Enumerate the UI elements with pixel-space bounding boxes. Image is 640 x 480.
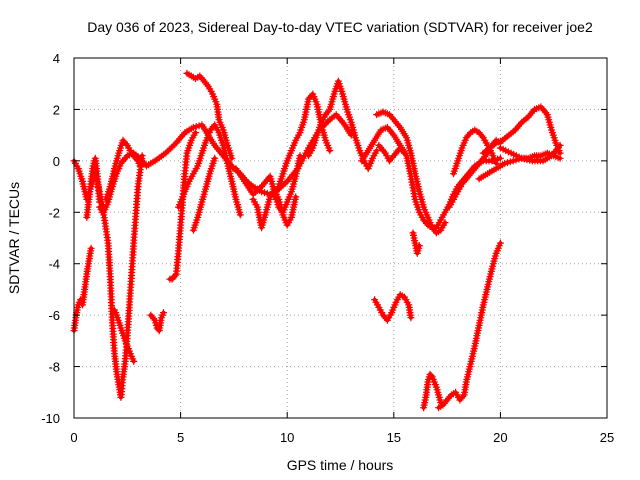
data-point-marker bbox=[150, 315, 158, 323]
series-arc-08 bbox=[166, 129, 199, 283]
data-series-group bbox=[70, 69, 564, 412]
series-arc-15 bbox=[305, 77, 381, 173]
series-line bbox=[436, 241, 503, 410]
series-arc-21 bbox=[420, 370, 445, 412]
data-point-marker bbox=[160, 309, 167, 317]
data-point-marker bbox=[399, 147, 407, 155]
data-point-marker bbox=[136, 162, 144, 170]
grid bbox=[74, 58, 607, 418]
data-point-marker bbox=[465, 130, 473, 138]
y-tick-label: -6 bbox=[48, 308, 60, 323]
data-point-marker bbox=[133, 156, 141, 164]
x-tick-label: 5 bbox=[177, 430, 184, 445]
data-point-marker bbox=[496, 239, 504, 247]
data-point-marker bbox=[496, 154, 504, 162]
data-point-marker bbox=[324, 107, 332, 115]
data-point-marker bbox=[459, 393, 467, 401]
y-tick-label: 2 bbox=[53, 102, 60, 117]
series-arc-19 bbox=[371, 291, 415, 324]
y-tick-label: -4 bbox=[48, 257, 60, 272]
series-arc-18 bbox=[375, 141, 408, 165]
data-point-marker bbox=[296, 152, 304, 160]
series-arc-05 bbox=[102, 136, 144, 203]
series-arc-02 bbox=[70, 244, 95, 335]
data-point-marker bbox=[441, 219, 449, 227]
x-tick-label: 25 bbox=[600, 430, 614, 445]
data-point-marker bbox=[192, 129, 199, 137]
data-point-marker bbox=[130, 357, 138, 365]
data-point-marker bbox=[407, 314, 415, 322]
series-arc-03 bbox=[83, 154, 104, 221]
data-point-marker bbox=[171, 271, 179, 279]
series-arc-22 bbox=[435, 239, 504, 412]
data-point-marker bbox=[401, 149, 408, 157]
data-point-marker bbox=[203, 81, 211, 89]
data-point-marker bbox=[154, 325, 162, 333]
x-tick-label: 10 bbox=[280, 430, 294, 445]
x-axis-label: GPS time / hours bbox=[287, 457, 394, 473]
data-point-marker bbox=[122, 140, 130, 148]
chart-title: Day 036 of 2023, Sidereal Day-to-day VTE… bbox=[87, 19, 593, 35]
data-point-marker bbox=[292, 193, 300, 201]
series-arc-20 bbox=[409, 229, 423, 257]
series-arc-10 bbox=[183, 69, 236, 162]
x-tick-label: 20 bbox=[493, 430, 507, 445]
y-tick-label: 0 bbox=[53, 154, 60, 169]
x-tick-label: 0 bbox=[70, 430, 77, 445]
x-tick-label: 15 bbox=[387, 430, 401, 445]
data-point-marker bbox=[427, 372, 435, 380]
series-arc-04 bbox=[96, 152, 146, 401]
series-arc-09 bbox=[175, 121, 244, 219]
y-tick-label: 4 bbox=[53, 51, 60, 66]
data-point-marker bbox=[478, 132, 486, 140]
data-point-marker bbox=[556, 149, 564, 157]
series-arc-27 bbox=[496, 141, 564, 165]
y-tick-label: -8 bbox=[48, 360, 60, 375]
data-point-marker bbox=[415, 242, 423, 250]
series-arc-06 bbox=[111, 306, 138, 365]
series-arc-14 bbox=[270, 90, 334, 201]
data-point-marker bbox=[388, 153, 396, 161]
series-arc-11 bbox=[189, 154, 219, 234]
data-point-marker bbox=[388, 114, 396, 122]
series-arc-26 bbox=[479, 103, 564, 157]
series-arc-17 bbox=[373, 108, 449, 237]
y-tick-label: -10 bbox=[41, 411, 60, 426]
y-tick-label: -2 bbox=[48, 205, 60, 220]
y-axis-label: SDTVAR / TECUs bbox=[6, 182, 22, 294]
data-point-marker bbox=[87, 244, 95, 252]
data-point-marker bbox=[228, 154, 236, 162]
data-point-marker bbox=[373, 147, 381, 155]
data-point-marker bbox=[446, 393, 454, 401]
axis-ticks: 0 5 10 15 20 25 -10 -8 -6 -4 -2 0 2 4 bbox=[41, 51, 614, 445]
data-point-marker bbox=[211, 154, 219, 162]
plot-frame bbox=[73, 57, 608, 419]
data-point-marker bbox=[236, 211, 244, 219]
data-point-marker bbox=[326, 147, 334, 155]
series-arc-07 bbox=[147, 309, 167, 335]
data-point-marker bbox=[138, 152, 146, 160]
data-point-marker bbox=[556, 141, 564, 149]
